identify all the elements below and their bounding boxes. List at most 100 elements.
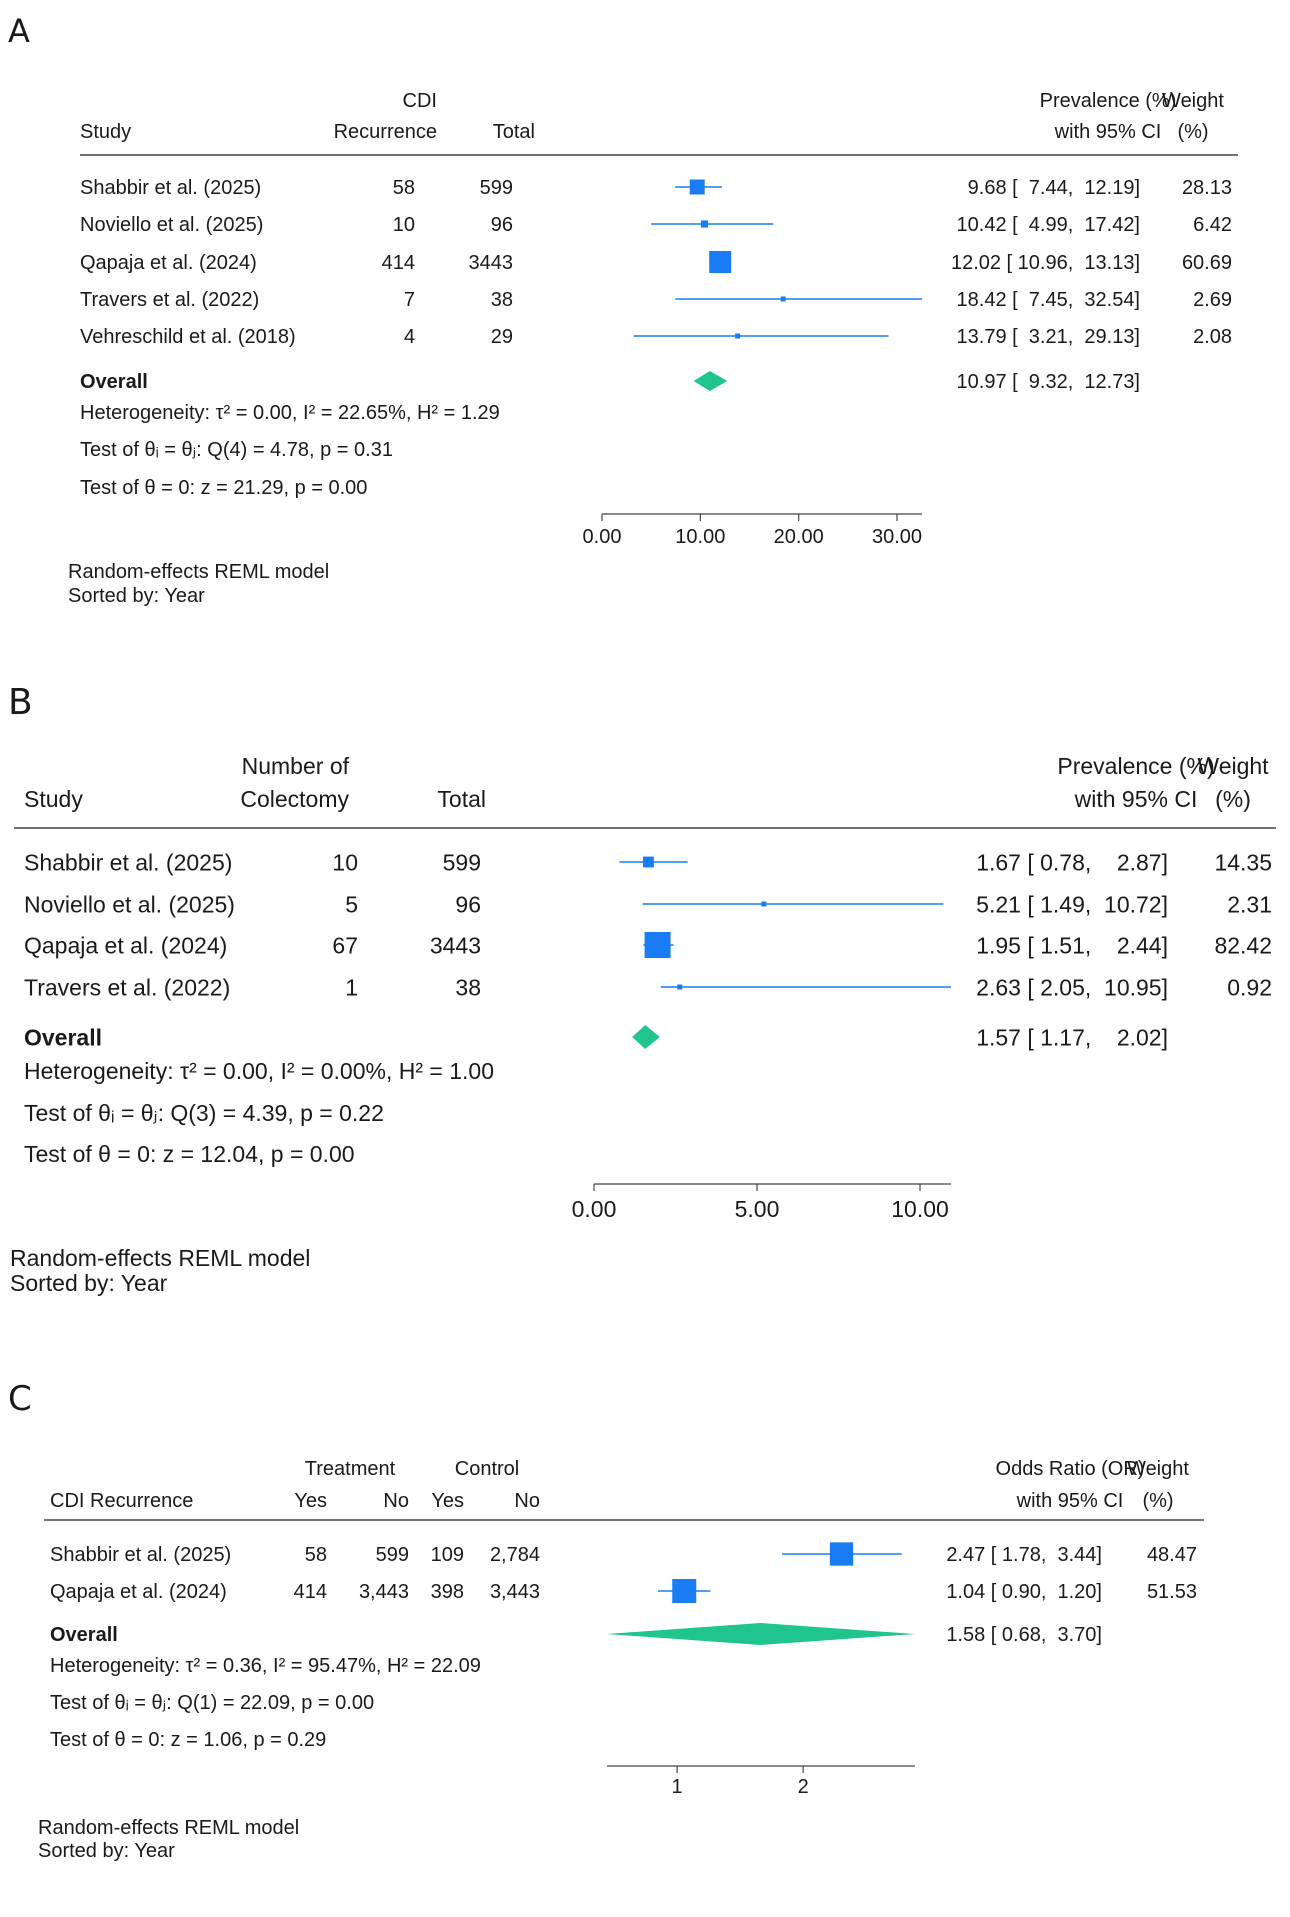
study-events: 67	[332, 932, 358, 958]
study-ci-text: 1.04 [ 0.90, 1.20]	[946, 1581, 1102, 1603]
header-estimate: with 95% CI	[1074, 786, 1198, 812]
study-total: 38	[491, 289, 513, 311]
study-total: 96	[455, 891, 481, 917]
study-control-yes: 109	[431, 1544, 464, 1566]
study-point-marker	[761, 901, 767, 907]
sort-note: Sorted by: Year	[10, 1270, 168, 1296]
study-point-marker	[643, 856, 654, 868]
study-name: Shabbir et al. (2025)	[50, 1544, 231, 1566]
header-control-yes: Yes	[431, 1490, 464, 1512]
overall-diamond	[693, 371, 728, 391]
x-axis-tick-label: 5.00	[735, 1196, 780, 1222]
header-weight: (%)	[1215, 786, 1251, 812]
study-ci-text: 10.42 [ 4.99, 17.42]	[957, 214, 1140, 236]
header-control-no: No	[514, 1490, 540, 1512]
study-name: Travers et al. (2022)	[24, 974, 230, 1000]
study-events: 4	[404, 326, 415, 348]
header-study: CDI Recurrence	[50, 1490, 193, 1512]
stat-line: Test of θ = 0: z = 21.29, p = 0.00	[80, 477, 367, 499]
x-axis-tick-label: 1	[672, 1776, 683, 1798]
overall-diamond	[607, 1623, 915, 1645]
header-weight-top: Weight	[1162, 90, 1224, 112]
model-note: Random-effects REML model	[38, 1817, 299, 1839]
study-ci-text: 1.95 [ 1.51, 2.44]	[976, 932, 1168, 958]
study-total: 96	[491, 214, 513, 236]
study-ci-text: 2.63 [ 2.05, 10.95]	[976, 974, 1168, 1000]
study-control-yes: 398	[431, 1581, 464, 1603]
x-axis-tick-label: 0.00	[572, 1196, 617, 1222]
study-control-no: 2,784	[490, 1544, 540, 1566]
study-point-marker	[700, 220, 709, 228]
study-total: 599	[443, 849, 481, 875]
study-treatment-no: 599	[376, 1544, 409, 1566]
overall-ci-text: 1.57 [ 1.17, 2.02]	[976, 1024, 1168, 1050]
study-events: 5	[345, 891, 358, 917]
stat-line: Heterogeneity: τ² = 0.00, I² = 0.00%, H²…	[24, 1058, 494, 1084]
header-control: Control	[455, 1458, 519, 1480]
study-name: Noviello et al. (2025)	[24, 891, 235, 917]
overall-ci-text: 1.58 [ 0.68, 3.70]	[946, 1624, 1102, 1646]
overall-label: Overall	[80, 371, 148, 393]
panel-b	[14, 827, 1276, 1191]
study-point-marker	[709, 251, 732, 273]
study-treatment-no: 3,443	[359, 1581, 409, 1603]
study-name: Qapaja et al. (2024)	[24, 932, 227, 958]
study-events: 58	[393, 177, 415, 199]
stat-line: Test of θᵢ = θⱼ: Q(4) = 4.78, p = 0.31	[80, 439, 393, 461]
study-total: 29	[491, 326, 513, 348]
header-estimate: with 95% CI	[1016, 1490, 1124, 1512]
study-weight: 51.53	[1147, 1581, 1197, 1603]
x-axis-tick-label: 30.00	[872, 526, 922, 548]
study-name: Noviello et al. (2025)	[80, 214, 263, 236]
study-point-marker	[829, 1542, 854, 1566]
panel-letter: A	[8, 12, 30, 50]
study-point-marker	[735, 333, 741, 339]
study-control-no: 3,443	[490, 1581, 540, 1603]
header-estimate-top: Odds Ratio (OR)	[996, 1458, 1145, 1480]
x-axis-tick-label: 10.00	[891, 1196, 949, 1222]
stat-line: Test of θ = 0: z = 12.04, p = 0.00	[24, 1141, 355, 1167]
study-events: 10	[393, 214, 415, 236]
stat-line: Heterogeneity: τ² = 0.00, I² = 22.65%, H…	[80, 402, 500, 424]
panel-letter: B	[8, 682, 33, 723]
x-axis-tick-label: 0.00	[583, 526, 622, 548]
study-total: 599	[480, 177, 513, 199]
header-weight-top: Weight	[1127, 1458, 1189, 1480]
panel-a	[80, 154, 1238, 521]
study-events: 414	[382, 252, 415, 274]
study-name: Qapaja et al. (2024)	[80, 252, 257, 274]
study-events: 10	[332, 849, 358, 875]
header-treatment: Treatment	[305, 1458, 396, 1480]
header-study: Study	[80, 121, 131, 143]
study-weight: 48.47	[1147, 1544, 1197, 1566]
header-estimate-top: Prevalence (%)	[1057, 753, 1214, 779]
stat-line: Test of θᵢ = θⱼ: Q(3) = 4.39, p = 0.22	[24, 1100, 384, 1126]
sort-note: Sorted by: Year	[68, 585, 205, 607]
stat-line: Heterogeneity: τ² = 0.36, I² = 95.47%, H…	[50, 1655, 481, 1677]
study-name: Travers et al. (2022)	[80, 289, 259, 311]
sort-note: Sorted by: Year	[38, 1840, 175, 1862]
header-treatment-no: No	[383, 1490, 409, 1512]
study-treatment-yes: 414	[294, 1581, 327, 1603]
study-events: 1	[345, 974, 358, 1000]
study-ci-text: 5.21 [ 1.49, 10.72]	[976, 891, 1168, 917]
study-name: Qapaja et al. (2024)	[50, 1581, 227, 1603]
study-weight: 60.69	[1182, 252, 1232, 274]
header-estimate: with 95% CI	[1054, 121, 1162, 143]
x-axis-tick-label: 10.00	[675, 526, 725, 548]
study-total: 3443	[469, 252, 514, 274]
study-ci-text: 12.02 [ 10.96, 13.13]	[951, 252, 1140, 274]
study-total: 3443	[430, 932, 481, 958]
header-estimate-top: Prevalence (%)	[1040, 90, 1177, 112]
study-name: Shabbir et al. (2025)	[80, 177, 261, 199]
study-ci-text: 1.67 [ 0.78, 2.87]	[976, 849, 1168, 875]
x-axis-tick-label: 2	[798, 1776, 809, 1798]
header-weight-top: Weight	[1197, 753, 1269, 779]
header-col1: Colectomy	[240, 786, 349, 812]
study-point-marker	[672, 1579, 697, 1603]
header-weight: (%)	[1142, 1490, 1173, 1512]
header-weight: (%)	[1177, 121, 1208, 143]
panel-letter: C	[8, 1379, 32, 1419]
study-weight: 2.69	[1193, 289, 1232, 311]
